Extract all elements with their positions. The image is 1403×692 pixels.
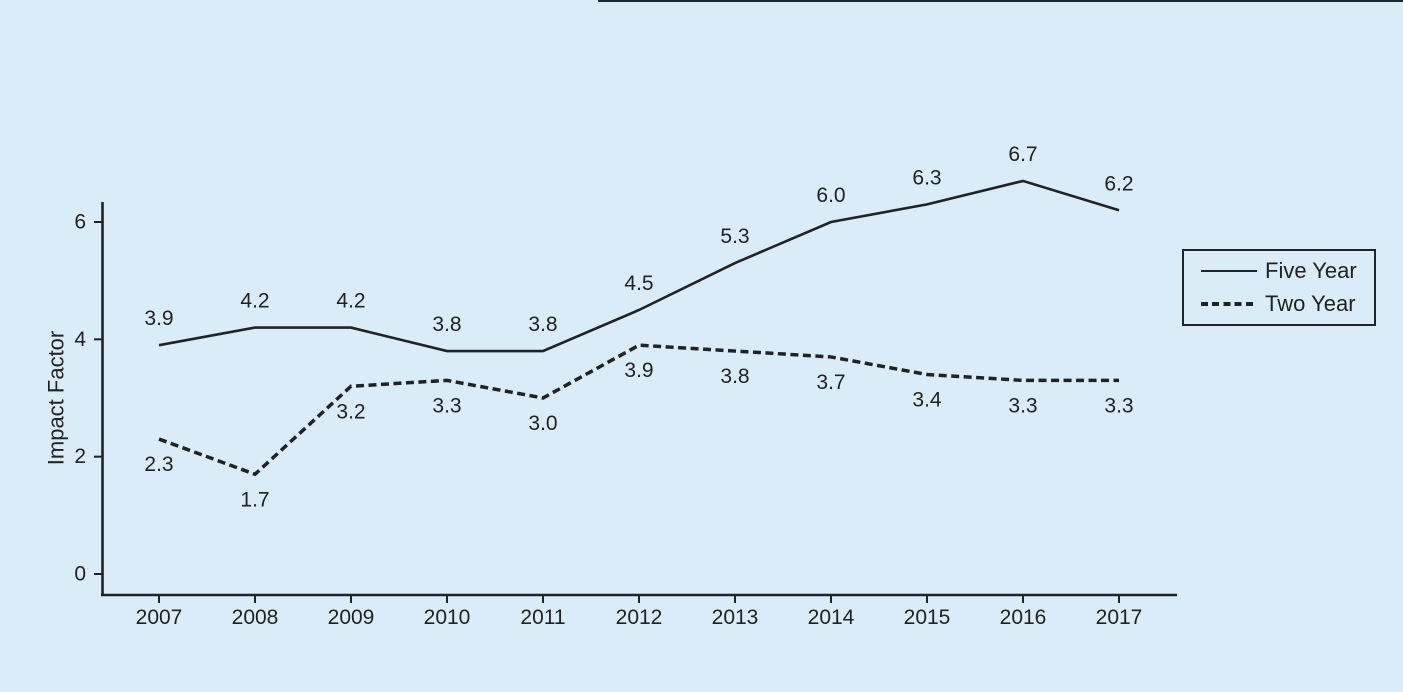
y-axis-title: Impact Factor <box>44 331 69 465</box>
legend-label-two-year: Two Year <box>1265 291 1356 316</box>
legend-item-two-year: Two Year <box>1201 291 1374 316</box>
data-label: 4.2 <box>240 290 269 313</box>
five-year-line <box>158 179 1120 353</box>
data-label: 6.2 <box>1104 172 1133 195</box>
x-tick-label: 2011 <box>520 606 565 629</box>
x-tick-label: 2007 <box>136 606 183 629</box>
data-label: 3.9 <box>144 307 173 330</box>
data-label: 4.5 <box>624 272 653 295</box>
two-year-line <box>158 343 1119 477</box>
y-tick-label: 0 <box>74 563 86 586</box>
data-label: 3.8 <box>720 365 749 388</box>
x-tick-label: 2016 <box>1000 606 1047 629</box>
data-label: 6.3 <box>912 166 941 189</box>
data-label: 6.0 <box>816 184 845 207</box>
x-tick-label: 2013 <box>712 606 759 629</box>
data-label: 3.3 <box>432 394 461 417</box>
data-label: 1.7 <box>240 488 269 511</box>
x-tick-label: 2017 <box>1096 606 1143 629</box>
top-edge-bar <box>598 0 1403 2</box>
legend-label-five-year: Five Year <box>1265 257 1357 283</box>
data-label: 3.7 <box>816 371 845 394</box>
data-label: 3.3 <box>1008 394 1037 417</box>
y-tick-label: 6 <box>74 210 86 233</box>
x-tick-label: 2009 <box>328 606 375 629</box>
two-year-line-sample <box>1201 302 1257 307</box>
x-tick-label: 2015 <box>904 606 951 629</box>
five-year-line-sample <box>1201 269 1257 272</box>
x-tick-label: 2010 <box>424 606 471 629</box>
data-label: 3.3 <box>1104 394 1133 417</box>
data-label: 4.2 <box>336 290 365 313</box>
data-label: 3.8 <box>432 313 461 336</box>
data-label: 3.8 <box>528 313 557 336</box>
data-label: 3.4 <box>912 389 942 412</box>
data-label: 3.2 <box>336 400 365 423</box>
data-label: 2.3 <box>144 453 173 476</box>
x-tick-label: 2014 <box>808 606 855 629</box>
legend: Five Year Two Year <box>1182 249 1376 326</box>
data-label: 5.3 <box>720 225 749 248</box>
data-label: 3.0 <box>528 412 557 435</box>
data-label: 3.9 <box>624 359 653 382</box>
x-tick-label: 2012 <box>616 606 663 629</box>
y-tick-label: 2 <box>74 445 86 468</box>
y-tick-label: 4 <box>74 328 86 351</box>
x-tick-label: 2008 <box>232 606 279 629</box>
legend-item-five-year: Five Year <box>1201 257 1374 283</box>
data-label: 6.7 <box>1008 143 1037 166</box>
